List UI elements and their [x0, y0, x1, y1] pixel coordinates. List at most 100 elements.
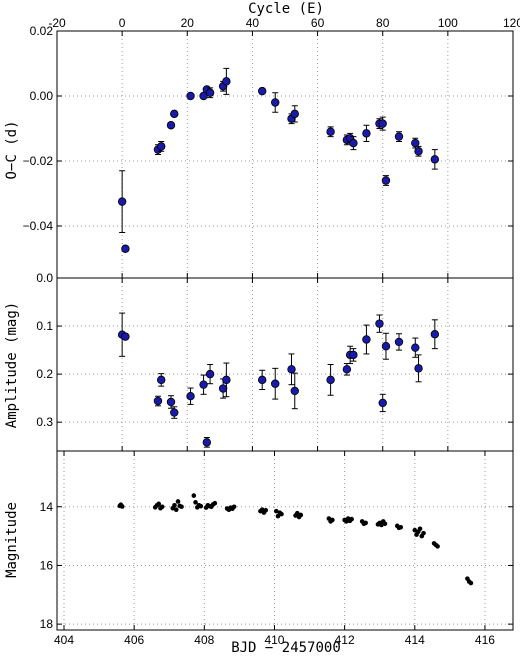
- data-point: [172, 502, 177, 508]
- data-point: [170, 109, 179, 119]
- data-point: [287, 365, 296, 374]
- data-point: [153, 396, 163, 406]
- data-point: [271, 98, 280, 107]
- data-point: [330, 517, 335, 523]
- x-tick-label: 416: [475, 633, 495, 647]
- y-tick-label: 0.00: [30, 89, 54, 103]
- data-point: [430, 155, 440, 164]
- y-tick-label: 0.3: [36, 415, 53, 429]
- magnitude-axis-title: Magnitude: [4, 502, 20, 578]
- data-point: [186, 392, 195, 401]
- data-point: [275, 513, 281, 519]
- data-point: [398, 524, 404, 530]
- data-point: [362, 335, 371, 344]
- x-tick-label: 404: [54, 633, 74, 647]
- data-point: [435, 544, 440, 549]
- amplitude-axis-title: Amplitude (mag): [4, 302, 20, 428]
- data-point: [349, 516, 354, 522]
- data-point: [173, 507, 179, 512]
- data-point: [468, 580, 474, 586]
- cycle-axis-title: Cycle (E): [248, 1, 324, 17]
- x-tick-label: 120: [503, 16, 520, 30]
- data-point: [218, 384, 228, 393]
- data-point: [394, 132, 404, 141]
- y-tick-label: 18: [40, 617, 54, 631]
- panel-frame: [56, 450, 514, 631]
- data-point: [199, 380, 208, 389]
- data-point: [166, 121, 176, 130]
- data-point: [117, 197, 127, 206]
- data-point: [222, 375, 231, 385]
- data-point: [417, 526, 423, 532]
- panel-frame: [56, 277, 514, 452]
- data-point: [222, 77, 231, 86]
- data-point: [212, 500, 218, 506]
- data-point: [381, 342, 391, 351]
- data-point: [199, 91, 208, 101]
- data-point: [263, 507, 269, 513]
- data-point: [326, 375, 335, 385]
- data-point: [156, 501, 162, 507]
- x-tick-label: 408: [194, 633, 214, 647]
- data-point: [412, 527, 418, 533]
- x-tick-label: 20: [181, 16, 195, 30]
- data-point: [378, 398, 387, 408]
- x-tick-label: 80: [376, 16, 390, 30]
- data-point: [326, 127, 335, 136]
- data-point: [414, 364, 423, 373]
- data-point: [258, 375, 267, 385]
- data-point: [381, 176, 391, 185]
- data-point: [119, 504, 125, 509]
- data-point: [375, 319, 384, 328]
- data-point: [349, 350, 358, 360]
- y-tick-label: 0.0: [36, 271, 53, 285]
- bjd-axis-title: BJD − 2457000: [231, 640, 341, 656]
- data-point: [349, 138, 358, 148]
- data-point: [298, 512, 304, 518]
- x-tick-label: 0: [119, 16, 126, 30]
- data-point: [198, 503, 204, 509]
- x-tick-label: 414: [405, 633, 425, 647]
- y-tick-label: 16: [40, 558, 54, 572]
- data-point: [205, 369, 215, 379]
- data-point: [362, 129, 371, 138]
- y-tick-label: 0.02: [30, 24, 54, 38]
- data-point: [273, 508, 279, 514]
- data-point: [157, 142, 166, 151]
- data-point: [166, 397, 176, 407]
- data-point: [202, 438, 212, 447]
- data-point: [294, 510, 300, 516]
- data-point: [382, 521, 388, 527]
- data-point: [271, 379, 280, 388]
- data-point: [394, 337, 404, 347]
- data-point: [290, 109, 299, 119]
- x-tick-label: 410: [264, 633, 284, 647]
- data-point: [379, 522, 384, 528]
- data-point: [175, 499, 181, 504]
- data-point: [179, 504, 184, 510]
- y-tick-label: 0.2: [36, 367, 53, 381]
- data-point: [170, 408, 179, 417]
- data-point: [121, 244, 130, 253]
- data-point: [378, 119, 387, 128]
- data-point: [279, 511, 284, 517]
- data-point: [231, 504, 237, 510]
- y-tick-label: −0.04: [23, 219, 54, 233]
- data-point: [157, 375, 166, 385]
- oc-axis-title: O−C (d): [4, 120, 20, 179]
- data-point: [290, 386, 299, 396]
- y-tick-label: −0.02: [23, 154, 54, 168]
- panel-frame: [56, 30, 514, 279]
- oc-panel: 0.02 0.00 −0.02 −0.04 -20 0 20 40 60 80 100 120: [23, 16, 520, 279]
- data-point: [411, 138, 420, 148]
- data-point: [421, 530, 426, 536]
- y-tick-label: 14: [40, 500, 54, 514]
- data-point: [411, 343, 420, 352]
- data-point: [205, 88, 215, 97]
- data-point: [159, 504, 165, 510]
- data-point: [342, 365, 352, 374]
- x-tick-label: -20: [48, 16, 66, 30]
- x-tick-label: 60: [311, 16, 325, 30]
